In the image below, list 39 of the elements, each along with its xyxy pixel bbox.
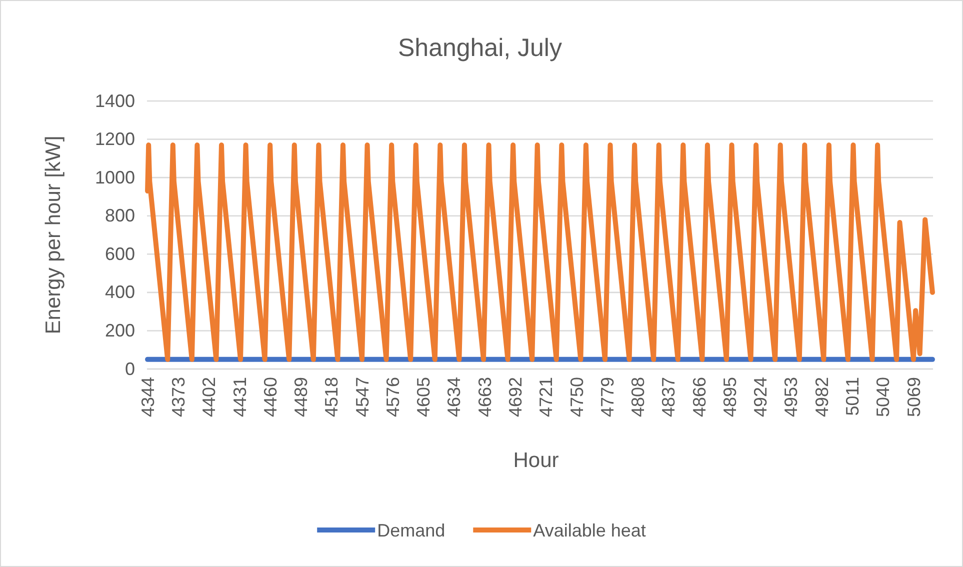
y-tick-label: 1200 [94, 129, 135, 150]
x-tick-label: 4721 [536, 377, 556, 418]
x-tick-label: 4373 [168, 377, 188, 418]
x-tick-label: 4460 [260, 377, 280, 418]
x-tick-label: 5069 [904, 377, 924, 418]
legend-label: Available heat [533, 520, 646, 540]
x-tick-label: 4518 [322, 377, 342, 418]
x-tick-label: 4779 [597, 377, 618, 418]
y-axis-title: Energy per hour [kW] [42, 136, 65, 334]
x-tick-label: 4605 [414, 377, 434, 418]
x-tick-label: 4344 [138, 377, 158, 418]
x-axis-title: Hour [513, 449, 559, 472]
x-tick-label: 5040 [873, 377, 894, 418]
legend-label: Demand [377, 520, 446, 540]
y-tick-label: 400 [104, 282, 135, 302]
x-tick-label: 4750 [566, 377, 587, 418]
x-tick-label: 4576 [382, 377, 403, 418]
x-tick-label: 4547 [352, 377, 372, 418]
x-tick-label: 4808 [628, 377, 648, 418]
y-tick-label: 0 [124, 358, 135, 379]
y-tick-label: 200 [104, 320, 135, 340]
x-tick-label: 4692 [505, 377, 526, 418]
x-tick-label: 4924 [750, 377, 771, 418]
x-tick-label: 4866 [689, 377, 710, 418]
x-tick-label: 4953 [781, 377, 802, 418]
y-tick-label: 800 [104, 206, 135, 226]
x-tick-label: 4895 [720, 377, 740, 418]
y-tick-label: 1400 [94, 90, 135, 111]
x-tick-label: 4837 [658, 377, 679, 418]
x-tick-label: 4663 [474, 377, 495, 418]
y-tick-label: 1000 [94, 167, 135, 188]
y-tick-label: 600 [104, 244, 135, 264]
x-tick-label: 4982 [812, 377, 832, 418]
chart-title: Shanghai, July [398, 34, 562, 62]
x-tick-label: 4634 [444, 377, 464, 418]
x-tick-label: 4402 [199, 377, 220, 418]
x-tick-label: 5011 [842, 377, 862, 416]
x-tick-label: 4489 [291, 377, 312, 418]
x-tick-label: 4431 [230, 377, 250, 418]
